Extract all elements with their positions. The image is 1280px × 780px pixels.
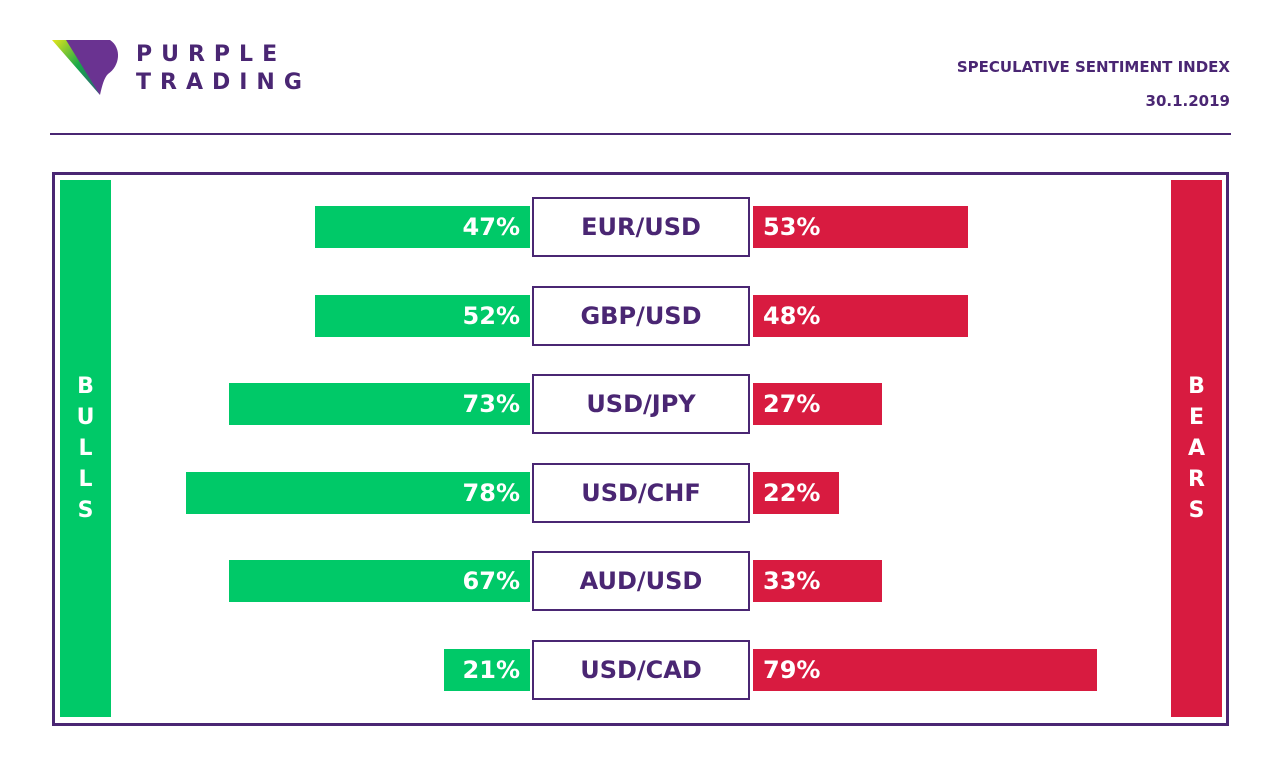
bulls-bar: 73% — [229, 383, 530, 426]
bulls-bar: 67% — [229, 560, 530, 603]
sentiment-row: 78% USD/CHF 22% — [0, 462, 1280, 523]
bears-bar: 53% — [753, 206, 968, 248]
sentiment-row: 73% USD/JPY 27% — [0, 374, 1280, 435]
sentiment-row: 21% USD/CAD 79% — [0, 640, 1280, 700]
brand-name: PURPLE TRADING — [136, 41, 311, 97]
bulls-letter: L — [78, 436, 93, 461]
bulls-letter: S — [77, 498, 94, 523]
purple-trading-logo: PURPLE TRADING — [52, 40, 312, 100]
bears-bar: 48% — [753, 294, 968, 337]
chart-date: 30.1.2019 — [1145, 92, 1230, 110]
currency-pair-label: USD/CHF — [532, 462, 750, 523]
currency-pair-label: AUD/USD — [532, 551, 750, 612]
brand-line-1: PURPLE — [136, 42, 287, 67]
bulls-letter: U — [76, 405, 95, 430]
bulls-bar: 78% — [186, 471, 530, 514]
chart-frame — [52, 172, 1229, 726]
chart-title: SPECULATIVE SENTIMENT INDEX — [956, 58, 1230, 76]
logo-mark-icon — [52, 40, 119, 95]
sentiment-row: 67% AUD/USD 33% — [0, 551, 1280, 612]
sentiment-row: 52% GBP/USD 48% — [0, 285, 1280, 346]
bulls-letter: B — [77, 374, 94, 399]
bears-bar: 27% — [753, 383, 882, 426]
bears-bar: 79% — [753, 649, 1097, 691]
currency-pair-label: USD/JPY — [532, 374, 750, 435]
brand-line-2: TRADING — [136, 70, 311, 95]
bulls-letter: L — [78, 467, 93, 492]
sentiment-row: 47% EUR/USD 53% — [0, 197, 1280, 257]
bulls-bar: 21% — [444, 649, 530, 691]
bears-letter: E — [1188, 405, 1205, 430]
header-divider — [50, 133, 1231, 135]
currency-pair-label: EUR/USD — [532, 197, 750, 257]
bulls-bar: 47% — [315, 206, 530, 248]
bears-letter: R — [1188, 467, 1205, 492]
bears-bar: 22% — [753, 471, 839, 514]
bears-letter: S — [1188, 498, 1205, 523]
currency-pair-label: GBP/USD — [532, 285, 750, 346]
bears-letter: B — [1188, 374, 1205, 399]
bears-letter: A — [1187, 436, 1206, 461]
currency-pair-label: USD/CAD — [532, 640, 750, 700]
bears-bar: 33% — [753, 560, 882, 603]
bulls-bar: 52% — [315, 294, 530, 337]
